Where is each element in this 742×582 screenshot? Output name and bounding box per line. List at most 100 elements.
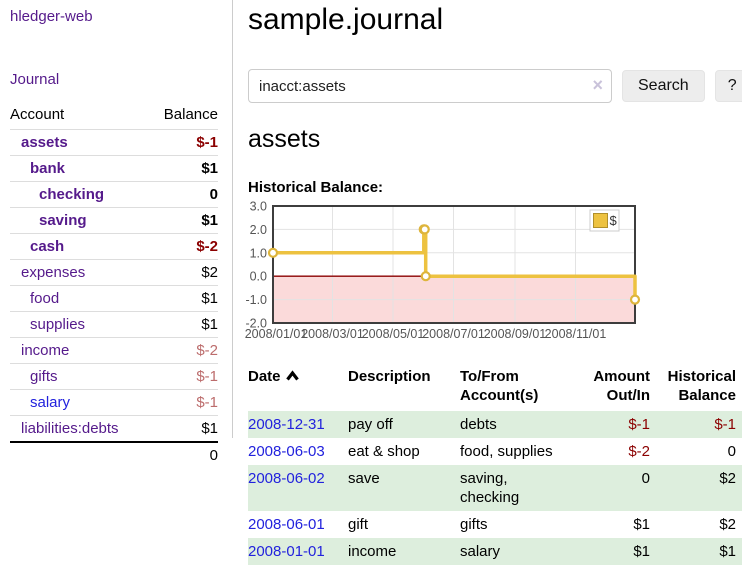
account-link[interactable]: bank	[30, 160, 66, 177]
transaction-balance: $-1	[714, 416, 736, 433]
transaction-date-link[interactable]: 2008-06-03	[248, 443, 325, 460]
register-header-description: Description	[348, 368, 431, 385]
svg-text:2008/07/01: 2008/07/01	[422, 327, 485, 341]
svg-text:3.0: 3.0	[250, 200, 267, 214]
account-balance: $-1	[196, 368, 218, 385]
account-row: checking 0	[10, 181, 218, 208]
accounts-table: Account Balance assets $-1 bank $1 checking 0…	[10, 104, 218, 468]
historical-balance-chart: 3.0 2.0 1.0 0.0 -1.0 -2.02008/01/012008/03/01…	[245, 200, 641, 341]
svg-text:1.0: 1.0	[250, 246, 267, 260]
account-balance: $1	[201, 290, 218, 307]
transaction-accounts: salary	[460, 543, 501, 560]
account-link[interactable]: liabilities:debts	[21, 420, 119, 437]
account-row: cash $-2	[10, 233, 218, 260]
account-link[interactable]: income	[21, 342, 70, 359]
transaction-accounts: debts	[460, 416, 497, 433]
transaction-amount: 0	[641, 470, 650, 487]
search-form: × Search ?	[248, 69, 742, 103]
account-link[interactable]: checking	[39, 186, 105, 203]
transaction-balance: $2	[719, 470, 736, 487]
search-input[interactable]	[248, 69, 612, 103]
accounts-header-balance: Balance	[163, 106, 218, 123]
account-row: saving $1	[10, 207, 218, 234]
account-row: food $1	[10, 285, 218, 312]
plot-border	[272, 205, 636, 324]
sidebar-item-journal[interactable]: Journal	[10, 71, 60, 88]
account-link[interactable]: cash	[30, 238, 65, 255]
page-title: sample.journal	[248, 3, 444, 36]
account-heading: assets	[248, 125, 321, 153]
transaction-description: gift	[348, 516, 369, 533]
transaction-amount: $1	[633, 543, 650, 560]
sidebar: hledger-web Journal Account Balance asse…	[0, 0, 233, 468]
accounts-header-account: Account	[10, 106, 65, 123]
account-balance: $-1	[196, 134, 218, 151]
account-link[interactable]: saving	[39, 212, 87, 229]
svg-text:2008/05/01: 2008/05/01	[362, 327, 425, 341]
accounts-total-value: 0	[148, 441, 218, 468]
svg-text:2008/09/01: 2008/09/01	[484, 327, 547, 341]
legend-label: $	[610, 213, 618, 228]
accounts-table-header: Account Balance	[10, 104, 218, 130]
register-row: 2008-12-31 pay off debts $-1 $-1	[248, 411, 742, 438]
help-button[interactable]: ?	[714, 70, 742, 102]
account-row: gifts $-1	[10, 363, 218, 390]
register-row: 2008-06-02 save saving, checking 0 $2	[248, 465, 742, 511]
account-balance: $-1	[196, 394, 218, 411]
transaction-amount: $1	[633, 516, 650, 533]
account-link[interactable]: food	[30, 290, 60, 307]
data-point-marker	[267, 247, 279, 258]
register-table: Date Description To/From Account(s) Amou…	[248, 365, 742, 565]
account-balance: $-2	[196, 238, 218, 255]
register-header-row: Date Description To/From Account(s) Amou…	[248, 365, 742, 411]
search-box: ×	[248, 69, 612, 103]
transaction-description: eat & shop	[348, 443, 420, 460]
transaction-balance: $2	[719, 516, 736, 533]
app-brand-link[interactable]: hledger-web	[10, 8, 93, 25]
chart-label: Historical Balance:	[248, 179, 384, 196]
transaction-date-link[interactable]: 2008-01-01	[248, 543, 325, 560]
account-balance: $1	[201, 420, 218, 437]
account-balance: $2	[201, 264, 218, 281]
account-row: salary $-1	[10, 389, 218, 416]
transaction-amount: $-2	[628, 443, 650, 460]
clear-search-icon[interactable]: ×	[592, 75, 603, 95]
data-point-marker	[419, 224, 430, 235]
register-table-body: 2008-12-31 pay off debts $-1 $-1 2008-06-03 ea…	[248, 411, 742, 565]
main-content: sample.journal × Search ? assets Histori…	[245, 0, 742, 565]
svg-text:2008/01/01: 2008/01/01	[245, 327, 308, 341]
transaction-date-link[interactable]: 2008-06-01	[248, 516, 325, 533]
svg-text:2008/03/01: 2008/03/01	[301, 327, 364, 341]
transaction-accounts: gifts	[460, 516, 488, 533]
transaction-description: save	[348, 470, 380, 487]
account-link[interactable]: expenses	[21, 264, 86, 281]
register-row: 2008-01-01 income salary $1 $1	[248, 538, 742, 565]
transaction-accounts: saving, checking	[460, 470, 520, 506]
chevron-up-icon	[285, 370, 299, 381]
account-link[interactable]: assets	[21, 134, 68, 151]
account-row: income $-2	[10, 337, 218, 364]
data-point-marker	[420, 271, 431, 282]
data-point-marker	[629, 294, 641, 305]
register-header-balance: Historical Balance	[667, 368, 736, 404]
legend-swatch	[593, 213, 608, 228]
svg-text:-1.0: -1.0	[245, 293, 267, 307]
account-link[interactable]: salary	[30, 394, 71, 411]
accounts-total-row: 0	[10, 441, 218, 468]
transaction-description: income	[348, 543, 397, 560]
account-row: expenses $2	[10, 259, 218, 286]
account-link[interactable]: gifts	[30, 368, 58, 385]
transaction-date-link[interactable]: 2008-06-02	[248, 470, 325, 487]
transaction-date-link[interactable]: 2008-12-31	[248, 416, 325, 433]
account-balance: $1	[201, 160, 218, 177]
transaction-balance: $1	[719, 543, 736, 560]
account-link[interactable]: supplies	[30, 316, 86, 333]
register-header-date[interactable]: Date	[248, 365, 348, 411]
search-button[interactable]: Search	[622, 70, 705, 102]
account-balance: $1	[201, 316, 218, 333]
account-row: bank $1	[10, 155, 218, 182]
transaction-balance: 0	[727, 443, 736, 460]
transaction-description: pay off	[348, 416, 393, 433]
register-header-accounts: To/From Account(s)	[460, 368, 539, 404]
account-row: supplies $1	[10, 311, 218, 338]
